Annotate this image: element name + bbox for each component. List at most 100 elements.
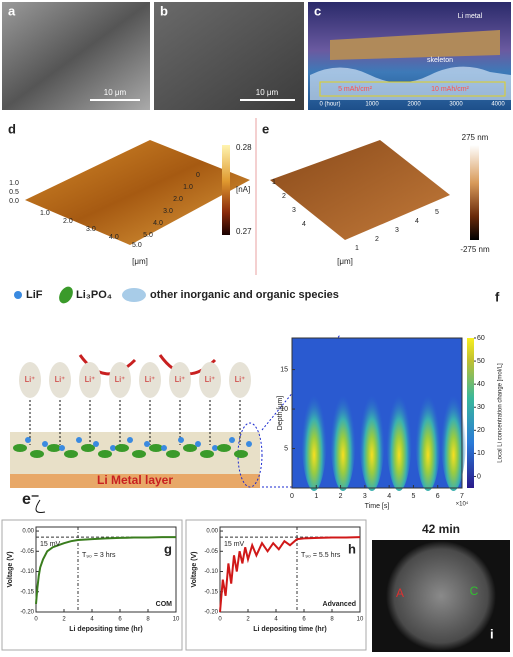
tick-label: 3 [292,207,296,214]
label: e [262,121,269,136]
tick-label: 10 [173,617,180,623]
axis-label: [μm] [337,257,353,266]
tick-label: 0.5 [9,189,19,196]
frame [319,81,506,97]
ion-cloud [49,362,71,398]
axis-label: Voltage (V) [191,551,198,587]
sem-image [154,2,304,110]
annotation: 15 mV [40,541,61,548]
colorbar [470,145,479,240]
lif [59,445,65,451]
tick-label: 7 [460,493,464,500]
cbar-label: 0.27 [236,227,252,236]
lif [246,441,252,447]
tick-label: 0 [477,473,481,480]
tick-label: 0 [196,172,200,179]
ion-label: Li⁺ [175,375,185,384]
tick-label: 1.0 [40,210,50,217]
ion-label: Li⁺ [235,375,245,384]
tick-label: 2 [375,236,379,243]
axis-label: Time [s] [365,503,390,510]
legend-text: Li₃PO₄ [76,289,112,301]
tick-label: 1.0 [9,180,19,187]
tick-label: -0.15 [20,589,34,595]
tick-label: 1 [355,245,359,252]
tick-label: 2 [62,617,66,623]
tick-label: -0.10 [204,569,218,575]
tick-label: 0.00 [206,529,218,535]
label: h [348,541,356,556]
tick-label: 4 [302,221,306,228]
li3po4 [81,444,95,452]
legend-text: COM [156,601,173,608]
li3po4 [98,450,112,458]
cbar-label: 275 nm [462,133,489,142]
axis-label: 2000 [407,102,421,108]
legend-dot [14,291,22,299]
tick-label: 4 [90,617,94,623]
annotation: T₉₀ = 5.5 hrs [301,552,341,559]
wall [330,30,500,60]
tick-label: 0 [218,617,222,623]
li3po4 [115,444,129,452]
tick-label: 0 [34,617,38,623]
axis-label: Voltage (V) [7,551,14,587]
lif [76,437,82,443]
lif [144,441,150,447]
electron-label: e⁻ [22,491,39,508]
tick-label: 5 [411,493,415,500]
tick-label: 2.0 [63,218,73,225]
li3po4 [47,444,61,452]
label: c [314,3,321,18]
micrograph [386,541,496,651]
label: i [490,626,494,641]
tick-label: -0.05 [20,549,34,555]
tick-label: 20 [477,427,485,434]
axes-frame [35,526,177,613]
ion-cloud [79,362,101,398]
tick-label: 0.00 [22,529,34,535]
axis-label: 3000 [449,102,463,108]
voltage-line [35,536,176,604]
axis-label: 4000 [491,102,505,108]
lif [127,437,133,443]
lif [110,445,116,451]
curved-arrow [78,354,137,376]
tick-label: 8 [330,617,334,623]
tick-label: 4.0 [109,234,119,241]
ion-cloud [169,362,191,398]
tick-label: 5.0 [143,232,153,239]
panel-frame [1,519,183,651]
lif [195,441,201,447]
lif [42,441,48,447]
tick-label: 40 [477,381,485,388]
li3po4 [183,444,197,452]
legend-text: LiF [26,289,43,301]
ion-label: Li⁺ [25,375,35,384]
tick-label: 2 [339,493,343,500]
axis-label: 0 (hour) [319,102,340,108]
tick-label: -0.20 [204,610,218,616]
li3po4 [132,450,146,458]
cbar-label: 0.28 [236,143,252,152]
label: 5 mAh/cm² [338,86,373,93]
tick-label: 3.0 [86,226,96,233]
cbar-label: [nA] [236,185,250,194]
label: d [8,121,16,136]
label: a [8,3,16,18]
tick-label: 10 [477,450,485,457]
tick-label: 10 [280,406,288,413]
li-metal [10,474,260,488]
cbar-label: -275 nm [460,245,490,254]
axis-label: [μm] [132,257,148,266]
tick-label: 3 [363,493,367,500]
ion-label: Li⁺ [115,375,125,384]
label: 10 mAh/cm² [431,86,469,93]
panel-frame [185,519,367,651]
tick-label: 0 [290,493,294,500]
tick-label: 3 [395,227,399,234]
tick-label: -0.20 [20,610,34,616]
colorbar [467,338,474,488]
lif [212,445,218,451]
